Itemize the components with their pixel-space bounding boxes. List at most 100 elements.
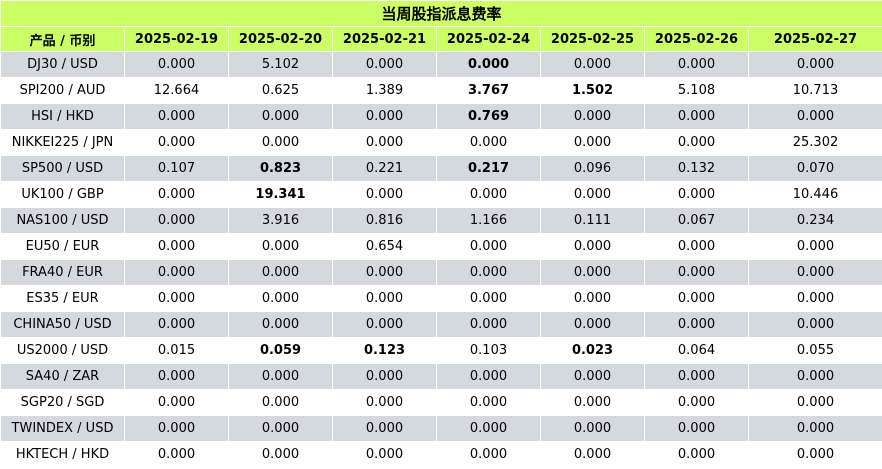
table-row: TWINDEX / USD 0.000 0.000 0.000 0.000 0.000 0.… xyxy=(0,415,882,442)
rate-cell: 0.000 xyxy=(747,103,882,130)
rate-cell: 0.000 xyxy=(332,181,437,208)
table-row: ES35 / EUR 0.000 0.000 0.000 0.000 0.000 0.000… xyxy=(0,285,882,312)
rate-cell: 0.221 xyxy=(332,155,437,182)
rate-cell: 0.000 xyxy=(540,389,645,416)
rate-cell: 0.103 xyxy=(436,337,541,364)
rate-cell: 10.446 xyxy=(747,181,882,208)
rate-cell: 0.000 xyxy=(124,129,229,156)
rate-cell: 0.000 xyxy=(644,363,749,390)
rate-cell: 0.000 xyxy=(540,415,645,442)
rate-cell: 0.000 xyxy=(332,103,437,130)
product-cell: SPI200 / AUD xyxy=(0,77,125,104)
rate-cell: 0.000 xyxy=(644,311,749,338)
rate-cell: 0.000 xyxy=(124,51,229,78)
product-cell: TWINDEX / USD xyxy=(0,415,125,442)
rate-cell: 0.000 xyxy=(747,441,882,468)
rate-cell: 5.108 xyxy=(644,77,749,104)
table-row: UK100 / GBP 0.000 19.341 0.000 0.000 0.000 0.0… xyxy=(0,181,882,208)
rate-cell: 0.023 xyxy=(540,337,645,364)
product-cell: SGP20 / SGD xyxy=(0,389,125,416)
header-date: 2025-02-24 xyxy=(436,26,541,52)
product-cell: EU50 / EUR xyxy=(0,233,125,260)
rate-cell: 0.000 xyxy=(332,363,437,390)
rate-cell: 0.000 xyxy=(332,259,437,286)
rate-cell: 0.000 xyxy=(644,51,749,78)
rate-cell: 0.000 xyxy=(540,181,645,208)
rate-cell: 0.000 xyxy=(124,233,229,260)
table-row: SGP20 / SGD 0.000 0.000 0.000 0.000 0.000 0.00… xyxy=(0,389,882,416)
rate-cell: 0.000 xyxy=(644,415,749,442)
rate-cell: 0.000 xyxy=(644,259,749,286)
rate-cell: 0.234 xyxy=(747,207,882,234)
product-cell: NIKKEI225 / JPN xyxy=(0,129,125,156)
table-row: SP500 / USD 0.107 0.823 0.221 0.217 0.096 0.13… xyxy=(0,155,882,182)
rate-cell: 0.000 xyxy=(540,311,645,338)
rate-cell: 0.000 xyxy=(124,103,229,130)
rate-cell: 0.823 xyxy=(228,155,333,182)
table-row: CHINA50 / USD 0.000 0.000 0.000 0.000 0.000 0.… xyxy=(0,311,882,338)
header-product: 产品 / 币别 xyxy=(0,26,125,52)
header-row: 产品 / 币别 2025-02-19 2025-02-20 2025-02-21… xyxy=(0,26,882,52)
table-row: SA40 / ZAR 0.000 0.000 0.000 0.000 0.000 0.000… xyxy=(0,363,882,390)
rate-cell: 25.302 xyxy=(747,129,882,156)
rate-cell: 0.000 xyxy=(747,51,882,78)
product-cell: CHINA50 / USD xyxy=(0,311,125,338)
product-cell: UK100 / GBP xyxy=(0,181,125,208)
rate-cell: 0.000 xyxy=(124,207,229,234)
rate-cell: 0.107 xyxy=(124,155,229,182)
rate-cell: 0.000 xyxy=(124,181,229,208)
rate-cell: 0.000 xyxy=(747,233,882,260)
rate-cell: 0.000 xyxy=(540,51,645,78)
rate-cell: 0.000 xyxy=(228,129,333,156)
rate-cell: 0.000 xyxy=(540,441,645,468)
table-row: HSI / HKD 0.000 0.000 0.000 0.769 0.000 0.000 0… xyxy=(0,103,882,130)
rate-cell: 0.000 xyxy=(540,103,645,130)
rate-cell: 0.064 xyxy=(644,337,749,364)
rate-cell: 0.000 xyxy=(436,415,541,442)
rate-cell: 1.389 xyxy=(332,77,437,104)
rate-cell: 0.000 xyxy=(747,259,882,286)
header-date: 2025-02-26 xyxy=(644,26,749,52)
rate-cell: 10.713 xyxy=(747,77,882,104)
rate-cell: 0.067 xyxy=(644,207,749,234)
rate-cell: 0.070 xyxy=(747,155,882,182)
table-row: DJ30 / USD 0.000 5.102 0.000 0.000 0.000 0.000… xyxy=(0,51,882,78)
rate-cell: 0.000 xyxy=(228,389,333,416)
rate-cell: 0.769 xyxy=(436,103,541,130)
rate-cell: 1.502 xyxy=(540,77,645,104)
product-cell: US2000 / USD xyxy=(0,337,125,364)
rate-cell: 0.000 xyxy=(228,363,333,390)
header-date: 2025-02-21 xyxy=(332,26,437,52)
rate-cell: 0.000 xyxy=(228,103,333,130)
rate-cell: 0.000 xyxy=(228,441,333,468)
product-cell: SA40 / ZAR xyxy=(0,363,125,390)
rate-cell: 0.059 xyxy=(228,337,333,364)
rate-cell: 0.000 xyxy=(332,311,437,338)
rate-cell: 0.000 xyxy=(124,389,229,416)
rate-cell: 0.000 xyxy=(436,181,541,208)
rate-cell: 0.000 xyxy=(332,389,437,416)
rate-cell: 0.055 xyxy=(747,337,882,364)
rate-cell: 0.000 xyxy=(332,441,437,468)
title-row: 当周股指派息费率 xyxy=(0,0,882,27)
product-cell: HKTECH / HKD xyxy=(0,441,125,468)
rate-cell: 0.000 xyxy=(540,129,645,156)
rate-cell: 0.000 xyxy=(332,285,437,312)
header-date: 2025-02-25 xyxy=(540,26,645,52)
rate-cell: 0.000 xyxy=(228,259,333,286)
product-cell: HSI / HKD xyxy=(0,103,125,130)
rate-cell: 0.000 xyxy=(644,129,749,156)
rate-cell: 0.000 xyxy=(124,285,229,312)
rate-cell: 3.916 xyxy=(228,207,333,234)
rate-cell: 0.217 xyxy=(436,155,541,182)
rate-cell: 0.000 xyxy=(644,181,749,208)
rate-cell: 0.000 xyxy=(436,363,541,390)
rate-cell: 0.000 xyxy=(540,363,645,390)
rate-cell: 0.000 xyxy=(747,363,882,390)
rate-cell: 0.000 xyxy=(228,233,333,260)
rate-cell: 0.000 xyxy=(332,415,437,442)
table-row: SPI200 / AUD 12.664 0.625 1.389 3.767 1.502 5.… xyxy=(0,77,882,104)
rate-cell: 0.000 xyxy=(332,51,437,78)
rate-cell: 0.015 xyxy=(124,337,229,364)
